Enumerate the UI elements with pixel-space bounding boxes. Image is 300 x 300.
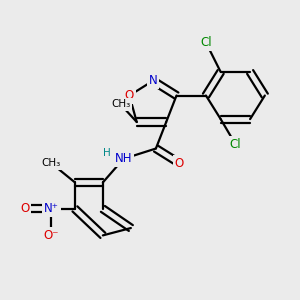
Text: O⁻: O⁻: [44, 229, 59, 242]
Text: O: O: [20, 202, 29, 215]
Text: O: O: [175, 157, 184, 170]
Text: N: N: [148, 74, 157, 87]
Text: CH₃: CH₃: [42, 158, 61, 168]
Text: NH: NH: [115, 152, 132, 165]
Text: CH₃: CH₃: [111, 99, 130, 110]
Text: Cl: Cl: [230, 138, 241, 151]
Text: Cl: Cl: [200, 36, 212, 49]
Text: O: O: [125, 89, 134, 102]
Text: H: H: [103, 148, 111, 158]
Text: N⁺: N⁺: [44, 202, 59, 215]
